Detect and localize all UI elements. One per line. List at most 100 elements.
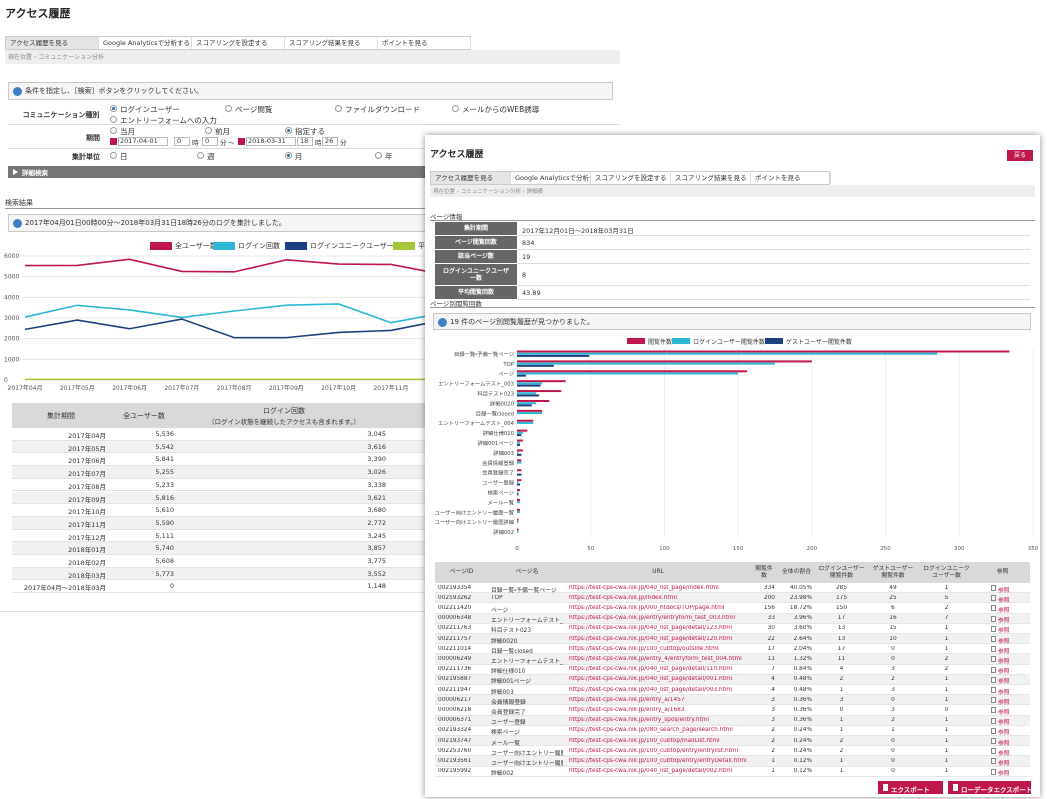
radio[interactable]	[110, 116, 117, 123]
ref-link[interactable]: 参照	[998, 679, 1010, 686]
table-cell: 3.96%	[793, 615, 812, 622]
ref-link[interactable]: 参照	[998, 689, 1010, 696]
cell-logins: 3,245	[367, 531, 386, 540]
date-input[interactable]: 2017-04-01	[118, 137, 168, 146]
radio[interactable]	[375, 152, 382, 159]
calendar-icon[interactable]	[238, 138, 245, 145]
cell-period: 2018年01月	[68, 546, 106, 555]
ref-link[interactable]: 参照	[998, 740, 1010, 747]
ref-link[interactable]: 参照	[998, 750, 1010, 757]
table-cell[interactable]: https://test-cps-cwa.nik.jp/100_cubtop/o…	[569, 645, 719, 652]
export-button[interactable]: エクスポート	[878, 781, 943, 794]
table-cell: 5	[944, 594, 949, 601]
table-cell[interactable]: https://test-cps-cwa.nik.jp/040_list_pag…	[569, 666, 733, 673]
radio[interactable]	[197, 152, 204, 159]
table-cell[interactable]: https://test-cps-cwa.nik.jp/entry_a/1457	[569, 696, 685, 703]
table-cell[interactable]: https://test-cps-cwa.nik.jp/040_list_pag…	[569, 584, 719, 591]
ref-link[interactable]: 参照	[998, 638, 1010, 645]
select[interactable]: 0	[174, 137, 190, 146]
legend-swatch	[150, 242, 172, 250]
calendar-icon[interactable]	[110, 138, 117, 145]
tab[interactable]: Google Analyticsで分析する	[99, 37, 192, 49]
export-button[interactable]: ローデータエクスポート	[948, 781, 1033, 794]
form-label: 期間	[86, 134, 100, 142]
table-cell[interactable]: https://test-cps-cwa.nik.jp/040_list_pag…	[569, 676, 733, 683]
radio[interactable]	[285, 127, 292, 134]
tab[interactable]: Google Analyticsで分析する	[511, 172, 591, 184]
table-cell[interactable]: https://test-cps-cwa.nik.jp/entry_a/1683	[569, 706, 685, 713]
header-cell: ログインユニークユーザー数	[923, 566, 970, 579]
table-cell[interactable]: https://test-cps-cwa.nik.jp/entry_4/entr…	[569, 655, 742, 662]
info-label: 集計期間	[435, 222, 517, 235]
table-cell[interactable]: https://test-cps-cwa.nik.jp/040_list_pag…	[569, 625, 733, 632]
table-cell: 会員情報登録	[491, 699, 526, 706]
ref-link[interactable]: 参照	[998, 699, 1010, 706]
button-label[interactable]: ローデータエクスポート	[961, 786, 1033, 794]
ref-icon	[991, 595, 996, 602]
ref-link[interactable]: 参照	[998, 618, 1010, 625]
back-button[interactable]: 戻る	[1007, 150, 1033, 161]
tab[interactable]: スコアリング結果を見る	[285, 37, 378, 49]
select[interactable]: 18	[297, 137, 313, 146]
radio[interactable]	[225, 105, 232, 112]
table-cell: 詳細0020	[491, 638, 518, 645]
radio[interactable]	[335, 105, 342, 112]
radio[interactable]	[110, 152, 117, 159]
cell-period: 2017年10月	[68, 508, 106, 517]
table-cell[interactable]: https://test-cps-cwa.nik.jp/entry_spos/e…	[569, 717, 710, 724]
ref-link[interactable]: 参照	[998, 771, 1010, 778]
select[interactable]: 26	[322, 137, 338, 146]
x-tick-label: 150	[733, 546, 744, 552]
table-cell[interactable]: https://test-cps-cwa.nik.jp/entry/entryf…	[569, 615, 736, 622]
table-cell[interactable]: https://test-cps-cwa.nik.jp/040_list_pag…	[569, 686, 733, 693]
table-cell: 17	[767, 645, 775, 652]
radio-label: ファイルダウンロード	[345, 105, 420, 114]
table-cell[interactable]: https://test-cps-cwa.nik.jp/000_htdocs/T…	[569, 604, 725, 611]
ref-link[interactable]: 参照	[998, 669, 1010, 676]
date-input[interactable]: 2018-03-31	[246, 137, 296, 146]
table-cell[interactable]: https://test-cps-cwa.nik.jp/100_cubtop/e…	[569, 747, 739, 754]
ref-link[interactable]: 参照	[998, 730, 1010, 737]
tab[interactable]: ポイントを見る	[378, 37, 471, 49]
select[interactable]: 0	[202, 137, 218, 146]
info-label: 平均閲覧回数	[435, 286, 517, 299]
tab[interactable]: アクセス履歴を見る	[6, 37, 99, 49]
table-cell: 40.05%	[789, 584, 812, 591]
ref-link[interactable]: 参照	[998, 628, 1010, 635]
table-cell: 3	[891, 706, 895, 713]
ref-link[interactable]: 参照	[998, 709, 1010, 716]
tab[interactable]: スコアリング結果を見る	[671, 172, 751, 184]
radio[interactable]	[452, 105, 459, 112]
y-tick-label: エントリーフォームテスト_004	[438, 420, 514, 427]
table-cell[interactable]: https://test-cps-cwa.nik.jp/100_cubtop/e…	[569, 757, 747, 764]
table-row	[435, 766, 1030, 777]
ref-link[interactable]: 参照	[998, 658, 1010, 665]
tab[interactable]: スコアリングを設定する	[192, 37, 285, 49]
ref-link[interactable]: 参照	[998, 597, 1010, 604]
radio[interactable]	[205, 127, 212, 134]
table-cell: 2	[771, 737, 775, 744]
table-cell[interactable]: https://test-cps-cwa.nik.jp/040_list_pag…	[569, 768, 733, 775]
table-cell: 0	[891, 696, 895, 703]
table-cell[interactable]: https://test-cps-cwa.nik.jp/index.html	[569, 594, 677, 601]
ref-link[interactable]: 参照	[998, 607, 1010, 614]
radio[interactable]	[285, 152, 292, 159]
table-cell: 2	[771, 727, 775, 734]
radio[interactable]	[110, 105, 117, 112]
tab[interactable]: スコアリングを設定する	[591, 172, 671, 184]
ref-link[interactable]: 参照	[998, 760, 1010, 767]
table-cell[interactable]: https://test-cps-cwa.nik.jp/100_cubtop/m…	[569, 737, 720, 744]
ref-link[interactable]: 参照	[998, 648, 1010, 655]
radio[interactable]	[110, 127, 117, 134]
table-cell[interactable]: https://test-cps-cwa.nik.jp/040_list_pag…	[569, 635, 733, 642]
ref-link[interactable]: 参照	[998, 720, 1010, 727]
table-cell: 0.24%	[793, 747, 812, 754]
tab[interactable]: ポイントを見る	[751, 172, 831, 184]
table-cell: 1	[944, 737, 949, 744]
ref-link[interactable]: 参照	[998, 587, 1010, 594]
button-label[interactable]: エクスポート	[891, 786, 930, 794]
tab[interactable]: アクセス履歴を見る	[431, 172, 511, 184]
table-cell[interactable]: https://test-cps-cwa.nik.jp/080_search_p…	[569, 727, 733, 734]
bar	[517, 441, 520, 444]
y-tick-label: 会員情報登録	[482, 459, 514, 467]
